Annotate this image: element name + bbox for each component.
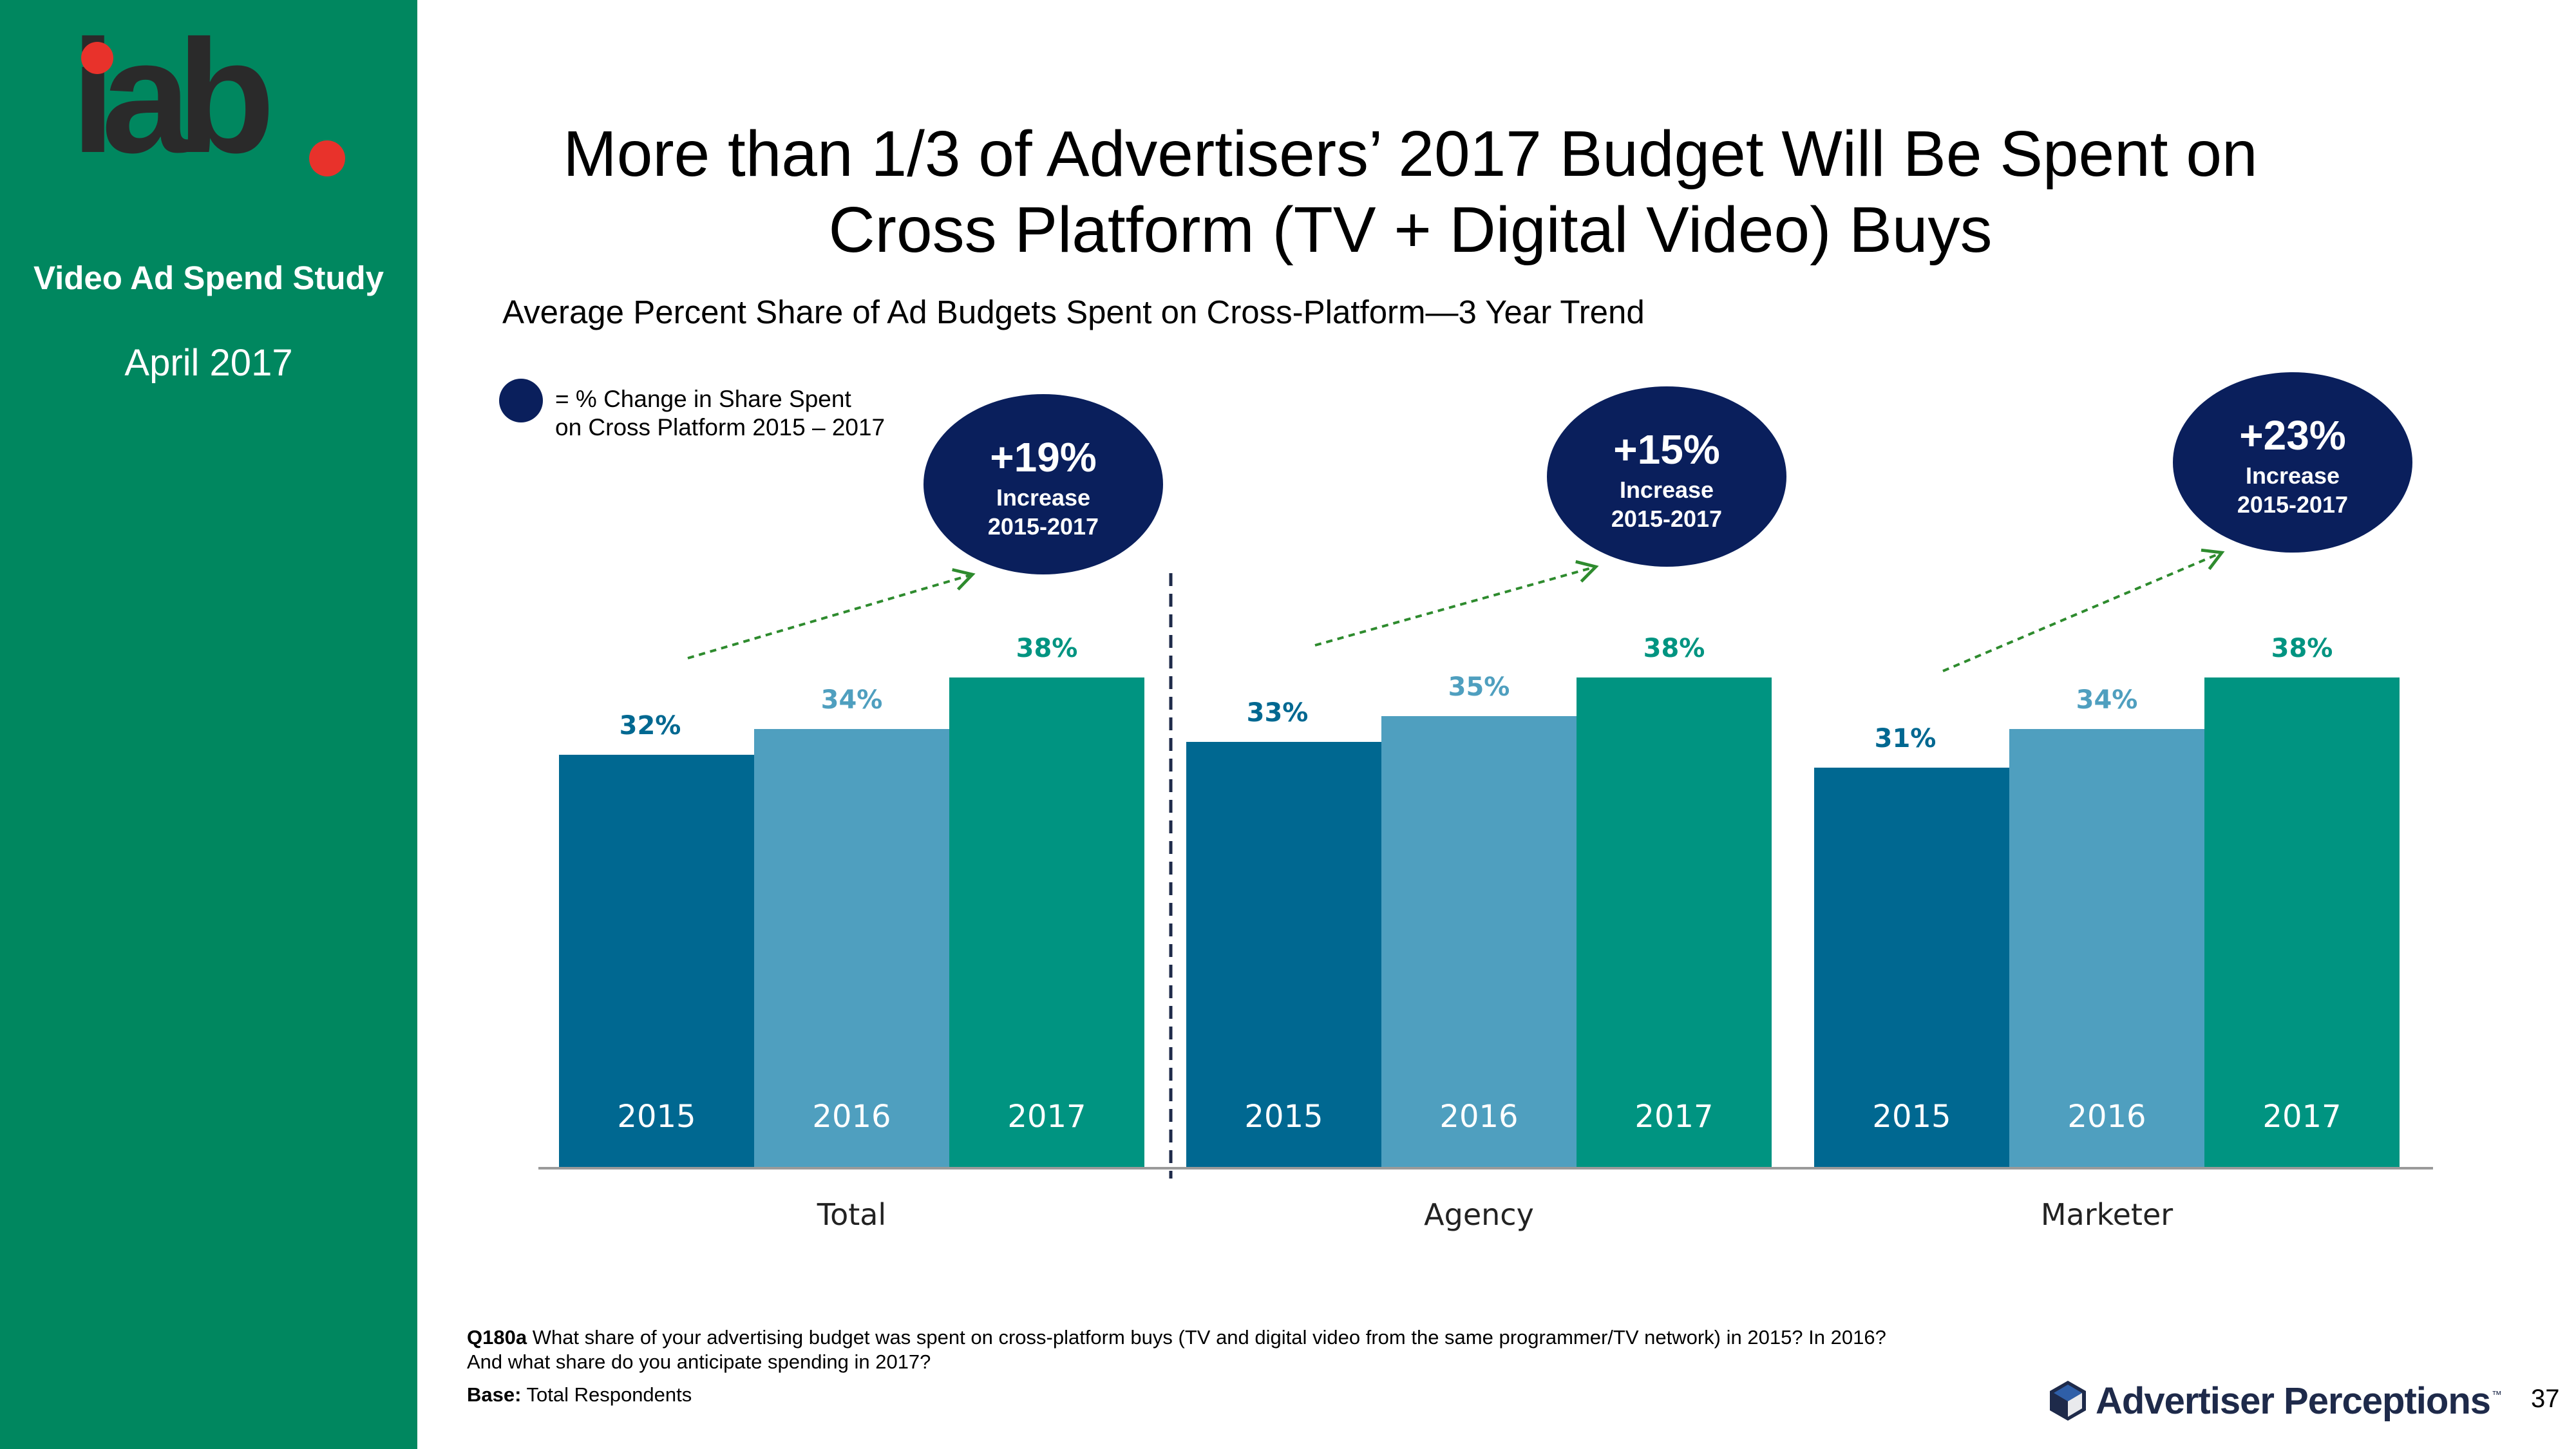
footnote-line-2: And what share do you anticipate spendin… <box>467 1350 931 1373</box>
title-line-1: More than 1/3 of Advertisers’ 2017 Budge… <box>563 118 2258 190</box>
change-value-total: +19% <box>990 434 1096 480</box>
legend-text: = % Change in Share Spent on Cross Platf… <box>555 385 942 442</box>
category-label-agency: Agency <box>1424 1197 1534 1232</box>
bar-agency-2015 <box>1186 742 1381 1167</box>
change-period-agency: 2015-2017 <box>1611 506 1722 532</box>
legend-circle-icon <box>499 379 543 422</box>
year-label-marketer-2017: 2017 <box>2262 1099 2341 1135</box>
data-label-agency-2016: 35% <box>1448 672 1510 702</box>
legend-line-1: = % Change in Share Spent <box>555 386 851 412</box>
logo-wordmark: iab <box>71 6 275 186</box>
chart-subtitle: Average Percent Share of Ad Budgets Spen… <box>502 294 1645 330</box>
change-value-agency: +15% <box>1613 426 1719 473</box>
year-label-marketer-2015: 2015 <box>1872 1099 1951 1135</box>
change-increase-total: Increase <box>996 484 1090 511</box>
year-label-agency-2015: 2015 <box>1244 1099 1323 1135</box>
change-increase-agency: Increase <box>1620 477 1714 503</box>
logo-i-dot <box>81 42 113 74</box>
legend-line-2: on Cross Platform 2015 – 2017 <box>555 414 886 440</box>
trend-arrow-agency <box>1314 560 1599 647</box>
category-label-marketer: Marketer <box>2041 1197 2173 1232</box>
change-bubble-marketer <box>2173 372 2412 553</box>
change-bubble-agency <box>1547 386 1786 567</box>
title-line-2: Cross Platform (TV + Digital Video) Buys <box>828 194 1993 266</box>
slide-title: More than 1/3 of Advertisers’ 2017 Budge… <box>515 116 2306 268</box>
year-label-agency-2016: 2016 <box>1439 1099 1518 1135</box>
footnote-line-1: Q180a What share of your advertising bud… <box>467 1325 2141 1350</box>
iab-logo: iab <box>71 16 354 190</box>
question-text: What share of your advertising budget wa… <box>527 1326 1886 1349</box>
data-label-marketer-2017: 38% <box>2271 634 2333 663</box>
trend-arrow-total <box>687 568 976 659</box>
bar-agency-2016 <box>1381 716 1577 1167</box>
bar-total-2016 <box>754 729 949 1167</box>
hexagon-cube-icon <box>2050 1381 2086 1421</box>
footnote-base: Base: Total Respondents <box>467 1383 692 1406</box>
data-label-marketer-2016: 34% <box>2076 685 2138 715</box>
category-label-total: Total <box>817 1197 886 1232</box>
year-label-total-2017: 2017 <box>1007 1099 1086 1135</box>
year-label-total-2016: 2016 <box>812 1099 891 1135</box>
logo-period-dot <box>309 140 345 176</box>
data-label-agency-2017: 38% <box>1643 634 1705 663</box>
year-label-agency-2017: 2017 <box>1634 1099 1713 1135</box>
advertiser-perceptions-logo: Advertiser Perceptions ™ <box>2048 1378 2502 1423</box>
change-period-marketer: 2015-2017 <box>2237 491 2348 518</box>
data-label-total-2016: 34% <box>821 685 883 715</box>
data-label-total-2015: 32% <box>620 711 681 741</box>
brand-name: Advertiser Perceptions <box>2096 1379 2491 1422</box>
bar-agency-2017 <box>1577 677 1772 1167</box>
year-label-total-2015: 2015 <box>617 1099 696 1135</box>
data-label-agency-2015: 33% <box>1247 698 1309 728</box>
base-label: Base: <box>467 1383 522 1406</box>
study-date: April 2017 <box>124 342 293 384</box>
page-number: 37 <box>2531 1385 2560 1413</box>
trend-arrow-marketer <box>1942 548 2225 672</box>
question-id: Q180a <box>467 1326 527 1349</box>
bar-marketer-2015 <box>1814 768 2009 1167</box>
change-bubble-total <box>923 394 1163 574</box>
base-value: Total Respondents <box>521 1383 692 1406</box>
change-value-marketer: +23% <box>2239 412 2345 459</box>
change-increase-marketer: Increase <box>2246 462 2340 489</box>
change-period-total: 2015-2017 <box>988 513 1099 540</box>
sidebar: iab Video Ad Spend Study April 2017 <box>0 0 417 1449</box>
data-label-total-2017: 38% <box>1016 634 1078 663</box>
bar-total-2017 <box>949 677 1144 1167</box>
data-label-marketer-2015: 31% <box>1875 724 1937 753</box>
year-label-marketer-2016: 2016 <box>2067 1099 2146 1135</box>
brand-trademark: ™ <box>2492 1390 2503 1401</box>
bar-marketer-2016 <box>2009 729 2204 1167</box>
bar-total-2015 <box>559 755 754 1167</box>
footnote-question: Q180a What share of your advertising bud… <box>467 1325 2141 1374</box>
study-name: Video Ad Spend Study <box>33 260 384 296</box>
bar-marketer-2017 <box>2204 677 2400 1167</box>
